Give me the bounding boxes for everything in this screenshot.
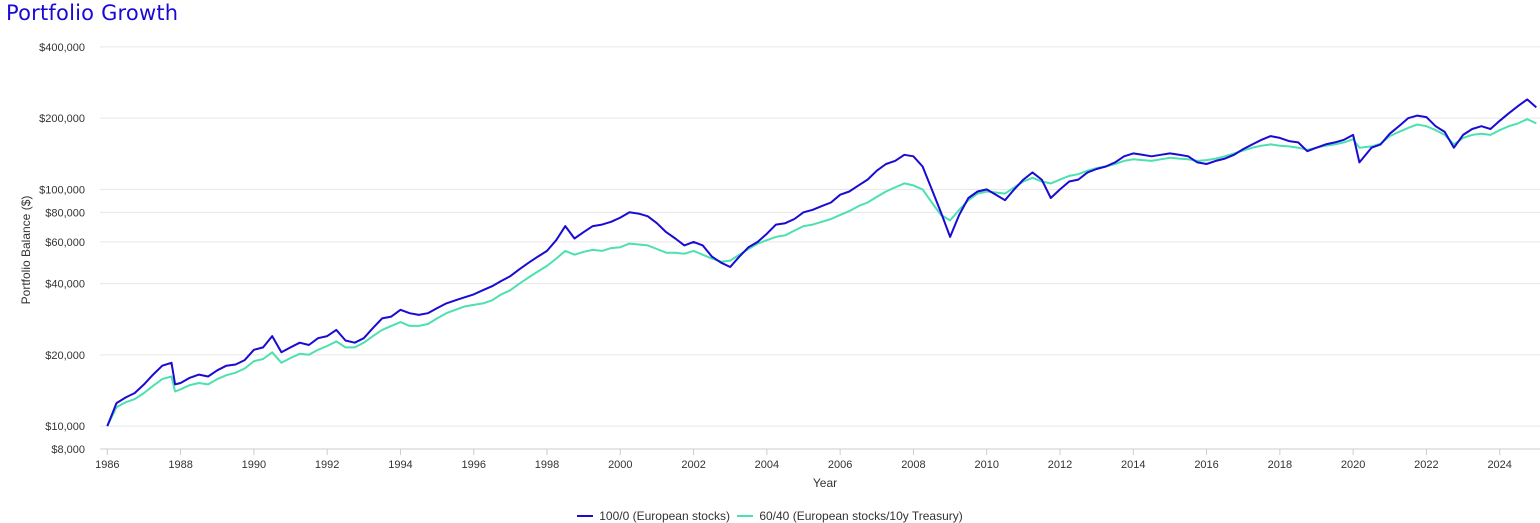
x-tick-label: 2016	[1194, 459, 1218, 471]
y-tick-label: $200,000	[39, 113, 85, 125]
y-tick-label: $20,000	[45, 350, 85, 362]
gridlines	[100, 46, 1540, 427]
x-tick-label: 1998	[535, 459, 559, 471]
legend-item-stocks[interactable]: 100/0 (European stocks)	[577, 509, 730, 523]
x-tick-label: 2020	[1341, 459, 1365, 471]
x-tick-label: 2008	[901, 459, 925, 471]
x-tick-label: 2018	[1268, 459, 1292, 471]
x-tick-label: 1996	[461, 459, 485, 471]
series-line-stocks	[106, 98, 1537, 427]
legend-label-stocks: 100/0 (European stocks)	[599, 509, 730, 523]
y-tick-label: $8,000	[51, 444, 85, 456]
series-line-60-40	[106, 118, 1537, 427]
x-tick-label: 2024	[1487, 459, 1511, 471]
x-tick-label: 2000	[608, 459, 632, 471]
y-axis-label: Portfolio Balance ($)	[19, 196, 33, 305]
x-tick-label: 2022	[1414, 459, 1438, 471]
x-axis-label: Year	[813, 476, 837, 490]
legend-swatch-60-40	[737, 515, 754, 517]
x-axis-ticks: 1986 1988 1990 1992 1994 1996 1998 2000 2002 2004…	[95, 449, 1512, 471]
legend-swatch-stocks	[577, 515, 594, 517]
x-tick-label: 1994	[388, 459, 412, 471]
legend-item-60-40[interactable]: 60/40 (European stocks/10y Treasury)	[737, 509, 963, 523]
y-tick-label: $10,000	[45, 421, 85, 433]
x-tick-label: 1988	[168, 459, 192, 471]
x-tick-label: 2014	[1121, 459, 1145, 471]
y-tick-label: $400,000	[39, 42, 85, 54]
portfolio-growth-chart: $400,000 $200,000 $100,000 $80,000 $60,000 $4…	[19, 42, 1540, 490]
y-tick-label: $100,000	[39, 184, 85, 196]
legend: 100/0 (European stocks) 60/40 (European …	[0, 506, 1540, 523]
y-tick-label: $40,000	[45, 279, 85, 291]
x-tick-label: 1992	[315, 459, 339, 471]
series-lines	[106, 98, 1537, 427]
y-tick-label: $60,000	[45, 237, 85, 249]
y-axis-tick-labels: $400,000 $200,000 $100,000 $80,000 $60,000 $4…	[39, 42, 85, 456]
x-tick-label: 2006	[828, 459, 852, 471]
x-tick-label: 2004	[755, 459, 779, 471]
x-tick-label: 2012	[1048, 459, 1072, 471]
x-tick-label: 1990	[242, 459, 266, 471]
x-tick-label: 1986	[95, 459, 119, 471]
y-tick-label: $80,000	[45, 207, 85, 219]
legend-label-60-40: 60/40 (European stocks/10y Treasury)	[759, 509, 963, 523]
chart-title: Portfolio Growth	[6, 1, 179, 25]
x-tick-label: 2010	[974, 459, 998, 471]
x-tick-label: 2002	[681, 459, 705, 471]
